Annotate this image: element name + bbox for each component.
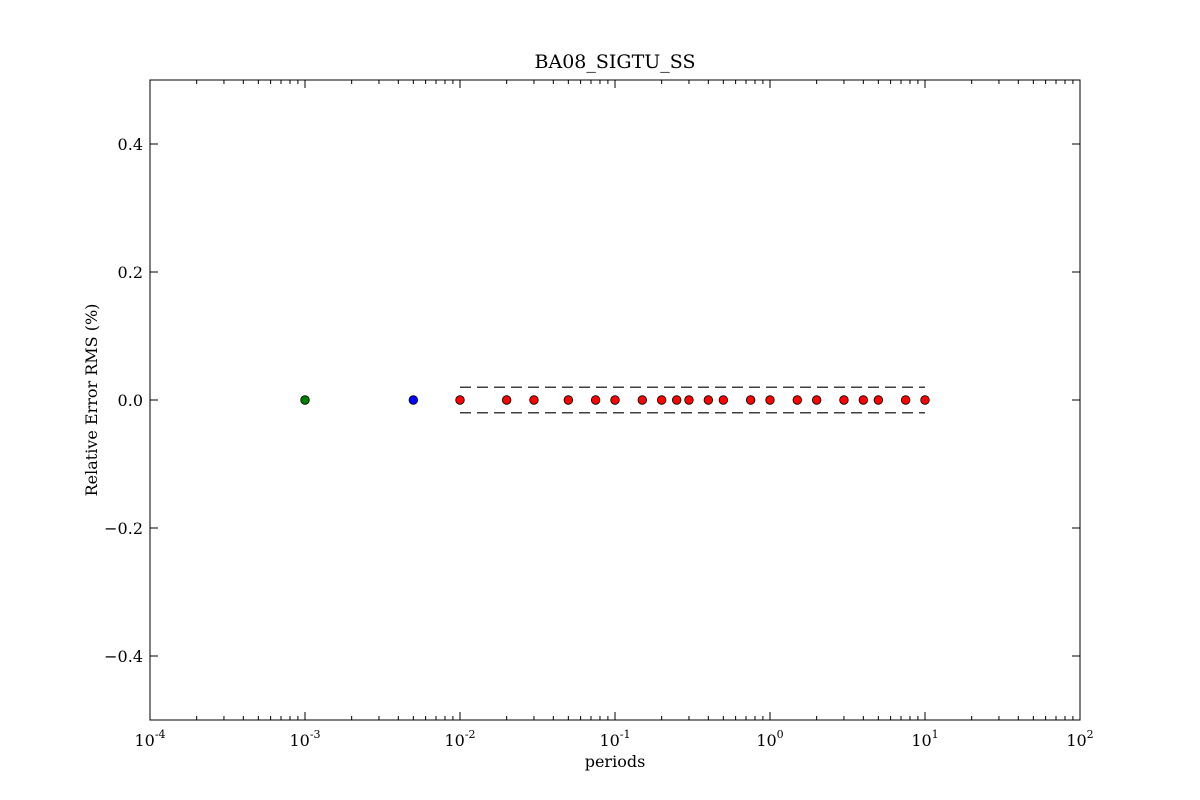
data-point <box>900 395 911 405</box>
x-tick-label-base: 10 <box>444 731 464 750</box>
x-tick-label-exponent: 2 <box>1087 728 1094 741</box>
x-tick-label-base: 10 <box>1066 731 1086 750</box>
data-point <box>684 395 694 405</box>
data-point <box>839 395 849 405</box>
data-point <box>300 395 310 405</box>
data-point <box>745 395 756 405</box>
y-tick-label: −0.2 <box>104 519 143 538</box>
x-tick-label: 10-3 <box>289 728 320 750</box>
x-tick-label-exponent: 1 <box>932 728 939 741</box>
data-point <box>920 395 930 405</box>
x-tick-label: 10-4 <box>134 728 165 750</box>
y-tick-label: 0.0 <box>118 391 143 410</box>
x-tick-label: 100 <box>756 728 783 750</box>
x-tick-label: 10-1 <box>599 728 630 750</box>
x-tick-label-exponent: -3 <box>310 728 321 741</box>
x-tick-label: 101 <box>911 728 938 750</box>
data-points <box>300 395 930 405</box>
data-point <box>637 395 647 405</box>
data-point <box>765 395 775 405</box>
x-tick-label-base: 10 <box>289 731 309 750</box>
data-point <box>610 395 620 405</box>
data-point <box>792 395 802 405</box>
y-tick-label: 0.2 <box>118 263 143 282</box>
chart-title: BA08_SIGTU_SS <box>535 51 696 73</box>
reference-lines <box>460 386 925 414</box>
data-point <box>718 395 729 405</box>
data-point <box>703 395 714 405</box>
data-point <box>656 395 667 405</box>
data-point <box>563 395 574 405</box>
x-tick-label-base: 10 <box>756 731 776 750</box>
data-point <box>873 395 884 405</box>
x-tick-label-base: 10 <box>911 731 931 750</box>
y-axis-ticks <box>150 143 1080 657</box>
data-point <box>529 395 539 405</box>
y-axis-label: Relative Error RMS (%) <box>82 304 101 497</box>
data-point <box>501 395 512 405</box>
x-tick-label-exponent: 0 <box>777 728 784 741</box>
x-tick-label-exponent: -1 <box>620 728 631 741</box>
x-tick-label: 10-2 <box>444 728 475 750</box>
x-tick-label-exponent: -4 <box>155 728 166 741</box>
x-tick-label: 102 <box>1066 728 1093 750</box>
y-axis-tick-labels: 0.4 0.2 0.0 −0.2 −0.4 <box>104 135 143 666</box>
data-point <box>811 395 822 405</box>
x-tick-label-exponent: -2 <box>465 728 476 741</box>
data-point <box>408 395 419 405</box>
data-point <box>590 395 601 405</box>
x-axis-label: periods <box>585 752 646 771</box>
data-point <box>455 395 465 405</box>
y-tick-label: 0.4 <box>118 135 143 154</box>
y-tick-label: −0.4 <box>104 647 143 666</box>
plot-area-frame <box>149 79 1081 721</box>
x-tick-label-base: 10 <box>134 731 154 750</box>
x-axis-tick-labels: 10-4 10-3 10-2 10-1 100 101 102 <box>134 728 1093 750</box>
data-point <box>671 395 682 405</box>
data-point <box>858 395 869 405</box>
x-tick-label-base: 10 <box>599 731 619 750</box>
